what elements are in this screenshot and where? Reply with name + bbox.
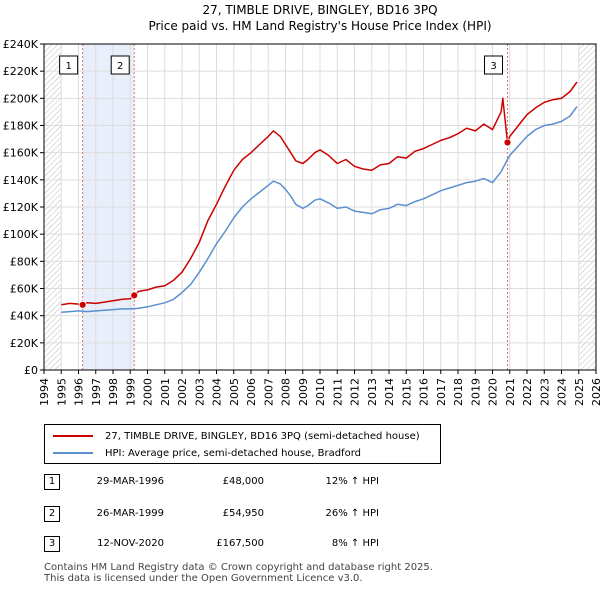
sale-number: 1 [44, 474, 60, 490]
footer-line-2: This data is licensed under the Open Gov… [44, 573, 363, 584]
sale-point-2 [130, 291, 139, 300]
sale-label-2: 2 [117, 61, 123, 72]
footer-line-1: Contains HM Land Registry data © Crown c… [44, 562, 433, 573]
y-tick-label: £40K [10, 310, 39, 323]
sale-price: £48,000 [222, 476, 264, 487]
y-tick-label: £180K [3, 120, 39, 133]
sale-date: 12-NOV-2020 [97, 538, 164, 549]
chart-subtitle: Price paid vs. HM Land Registry's House … [148, 19, 491, 33]
sale-row-3: 3 12-NOV-2020 £167,500 8% ↑ HPI [44, 536, 464, 554]
sale-hpi-change: 26% ↑ HPI [325, 508, 379, 519]
x-tick-label: 2020 [487, 378, 500, 406]
x-tick-label: 2004 [211, 378, 224, 406]
x-tick-label: 2016 [418, 378, 431, 406]
x-tick-label: 2024 [556, 378, 569, 406]
legend-label-hpi: HPI: Average price, semi-detached house,… [105, 447, 361, 459]
x-tick-label: 1998 [107, 378, 120, 406]
x-tick-label: 2008 [280, 378, 293, 406]
y-tick-label: £200K [3, 92, 39, 105]
sale-label-3: 3 [490, 61, 496, 72]
sale-label-box-1 [59, 55, 79, 75]
x-tick-label: 2003 [193, 378, 206, 406]
chart-title: 27, TIMBLE DRIVE, BINGLEY, BD16 3PQ [202, 3, 437, 17]
sale-row-2: 2 26-MAR-1999 £54,950 26% ↑ HPI [44, 506, 464, 524]
x-tick-label: 1996 [73, 378, 86, 406]
y-tick-label: £220K [3, 65, 39, 78]
x-tick-label: 2013 [366, 378, 379, 406]
x-tick-label: 2006 [245, 378, 258, 406]
price-chart: 27, TIMBLE DRIVE, BINGLEY, BD16 3PQ Pric… [3, 3, 600, 406]
x-tick-label: 2007 [262, 378, 275, 406]
x-tick-label: 2000 [142, 378, 155, 406]
y-tick-label: £80K [10, 255, 39, 268]
x-tick-label: 2009 [297, 378, 310, 406]
sale-label-box-3 [484, 55, 504, 75]
sale-point-3 [503, 138, 512, 147]
sale-label-box-2 [110, 55, 130, 75]
sale-hpi-change: 8% ↑ HPI [331, 538, 379, 549]
legend: 27, TIMBLE DRIVE, BINGLEY, BD16 3PQ (sem… [44, 424, 441, 464]
sale-number: 3 [44, 536, 60, 552]
x-tick-label: 2023 [538, 378, 551, 406]
x-tick-label: 2021 [504, 378, 517, 406]
x-tick-label: 1994 [38, 378, 51, 406]
y-tick-label: £160K [3, 147, 39, 160]
x-tick-label: 2002 [176, 378, 189, 406]
legend-label-property: 27, TIMBLE DRIVE, BINGLEY, BD16 3PQ (sem… [105, 430, 420, 442]
x-tick-label: 1999 [124, 378, 137, 406]
sale-point-1 [78, 300, 87, 309]
x-tick-label: 2026 [590, 378, 600, 406]
sale-hpi-change: 12% ↑ HPI [325, 476, 379, 487]
legend-item-hpi: HPI: Average price, semi-detached house,… [45, 445, 361, 461]
x-tick-label: 1995 [55, 378, 68, 406]
y-tick-label: £60K [10, 283, 39, 296]
y-tick-label: £20K [10, 337, 39, 350]
y-tick-label: £0 [24, 364, 38, 377]
sale-row-1: 1 29-MAR-1996 £48,000 12% ↑ HPI [44, 474, 464, 492]
x-tick-label: 2011 [331, 378, 344, 406]
x-tick-label: 2001 [159, 378, 172, 406]
y-tick-label: £140K [3, 174, 39, 187]
sale-number: 2 [44, 506, 60, 522]
series-line-hpi [61, 106, 578, 314]
x-tick-label: 2014 [383, 378, 396, 406]
legend-item-property: 27, TIMBLE DRIVE, BINGLEY, BD16 3PQ (sem… [45, 428, 420, 444]
sale-date: 29-MAR-1996 [96, 476, 164, 487]
x-tick-label: 2025 [573, 378, 586, 406]
x-tick-label: 2022 [521, 378, 534, 406]
sale-price: £54,950 [222, 508, 264, 519]
y-tick-label: £100K [3, 228, 39, 241]
x-tick-label: 2015 [400, 378, 413, 406]
y-tick-label: £120K [3, 201, 39, 214]
y-tick-label: £240K [3, 38, 39, 51]
x-tick-label: 2012 [349, 378, 362, 406]
legend-swatch-hpi [53, 452, 93, 454]
x-tick-label: 2010 [314, 378, 327, 406]
footer-attribution: Contains HM Land Registry data © Crown c… [44, 562, 433, 584]
x-tick-label: 1997 [90, 378, 103, 406]
legend-swatch-property [53, 435, 93, 437]
sale-date: 26-MAR-1999 [96, 508, 164, 519]
sale-label-1: 1 [65, 61, 71, 72]
x-tick-label: 2005 [228, 378, 241, 406]
sale-price: £167,500 [216, 538, 264, 549]
series-line-property [61, 81, 578, 306]
x-tick-label: 2017 [435, 378, 448, 406]
x-tick-label: 2019 [469, 378, 482, 406]
x-tick-label: 2018 [452, 378, 465, 406]
